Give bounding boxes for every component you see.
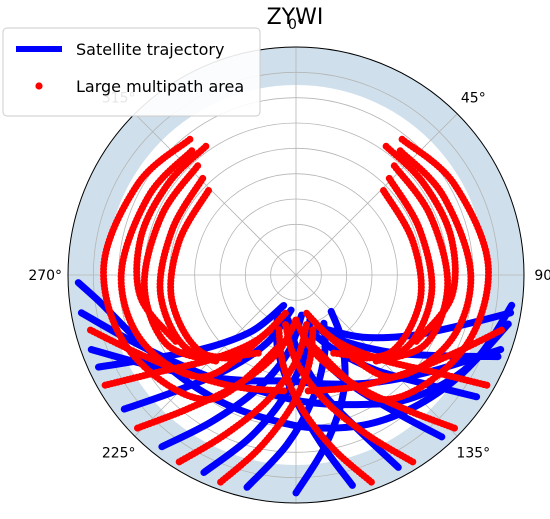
- multipath-track-11: [382, 142, 459, 347]
- legend-frame: [2, 27, 261, 117]
- angular-gridline: [295, 113, 458, 276]
- series-large-multipath-area: [87, 135, 505, 486]
- angle-tick-label: 225°: [102, 445, 136, 461]
- trajectory-track-14: [74, 279, 516, 432]
- angle-tick-label: 0°: [288, 17, 304, 33]
- multipath-track-2: [140, 162, 222, 366]
- multipath-track-17: [282, 321, 417, 466]
- angular-gridline: [134, 113, 297, 276]
- multipath-track-20: [87, 326, 288, 395]
- polar-frame: [67, 46, 525, 504]
- series-layer: [74, 135, 516, 497]
- multipath-track-16: [275, 324, 375, 486]
- legend-trajectory-label: Satellite trajectory: [76, 40, 224, 59]
- multipath-track-7: [318, 147, 475, 381]
- angle-tick-label: 90°: [534, 268, 550, 284]
- angle-tick-label: 270°: [28, 268, 62, 284]
- multipath-track-21: [304, 326, 505, 395]
- multipath-track-15: [101, 308, 291, 389]
- multipath-track-1: [117, 147, 274, 381]
- multipath-track-13: [175, 321, 310, 466]
- legend-multipath-label: Large multipath area: [76, 77, 244, 96]
- angle-tick-label: 135°: [456, 445, 490, 461]
- chart-title: ZYWI: [267, 5, 324, 30]
- legend-multipath-swatch: [35, 82, 43, 90]
- angle-tick-label: 45°: [461, 91, 486, 107]
- multipath-track-19: [301, 308, 491, 389]
- multipath-track-5: [133, 142, 210, 347]
- trajectory-track-7: [284, 316, 402, 471]
- legend: Satellite trajectory Large multipath are…: [2, 27, 261, 117]
- multipath-track-8: [370, 162, 452, 366]
